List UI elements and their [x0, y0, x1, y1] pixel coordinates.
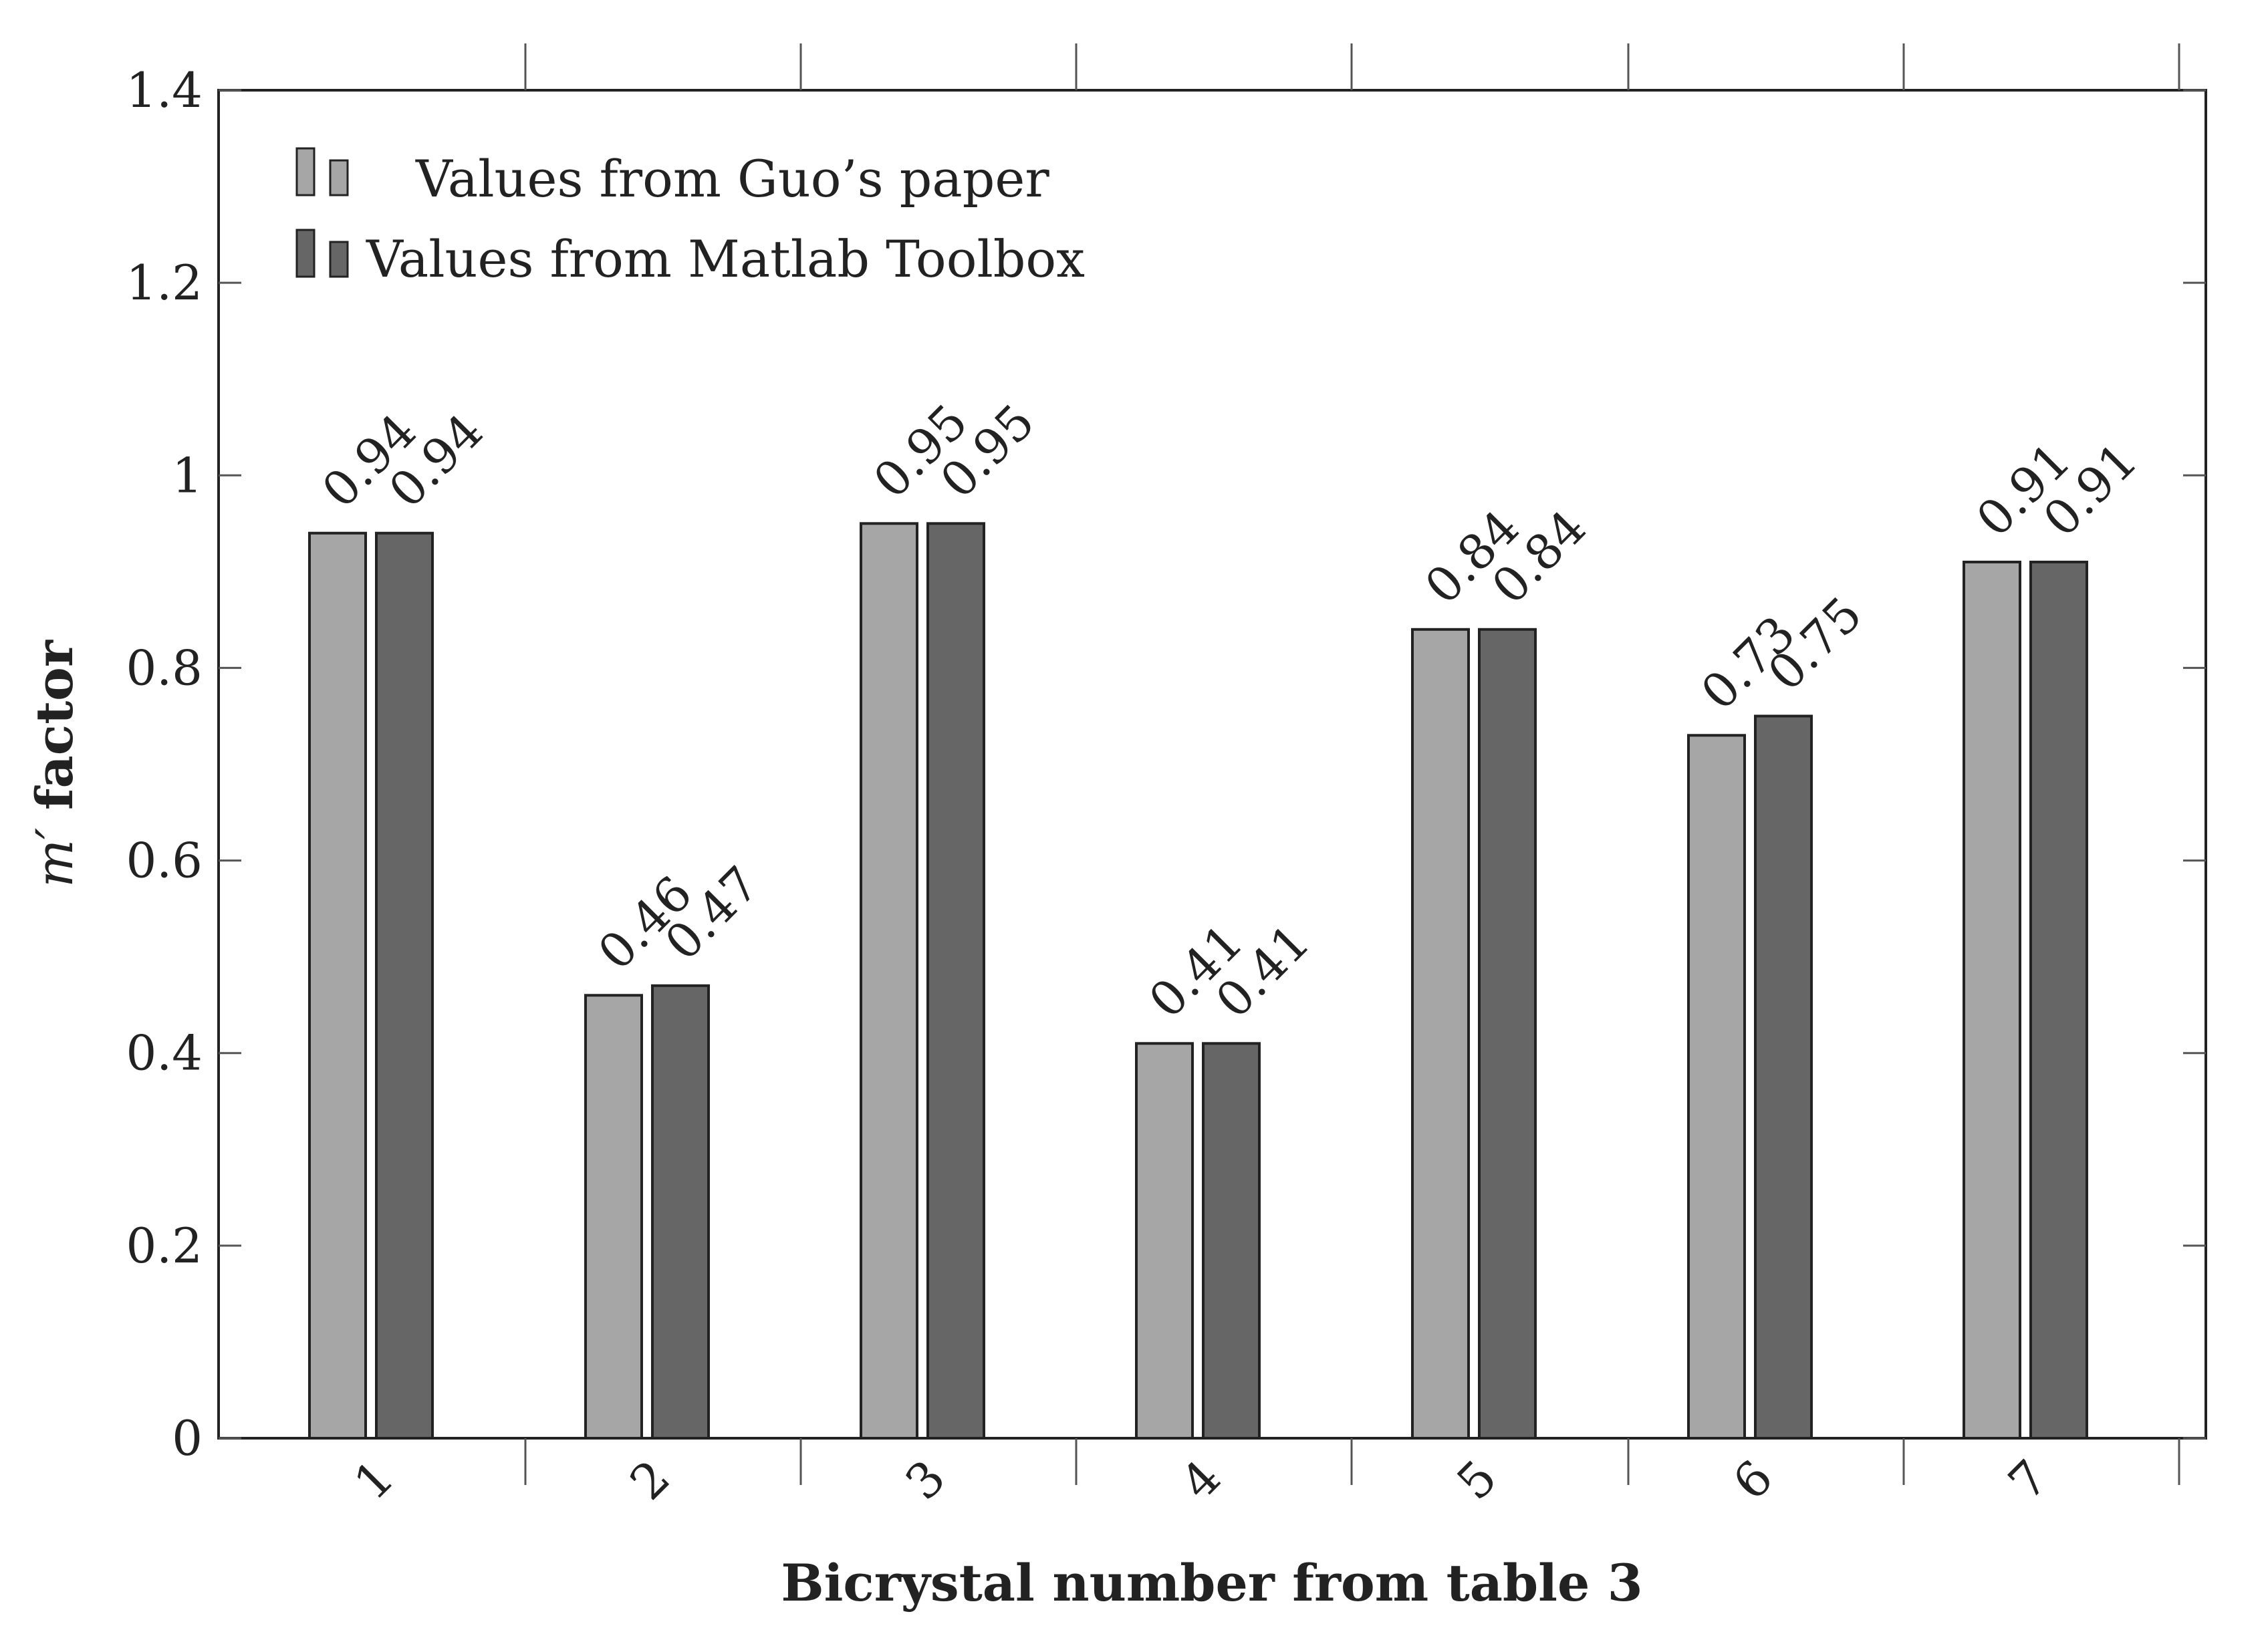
x-tick-label: 3 [894, 1449, 956, 1510]
bar-matlab-7 [2029, 560, 2088, 1440]
x-tick-labels: 1 2 3 4 5 6 7 [343, 1449, 2059, 1510]
y-tick-label: 0.2 [126, 1218, 203, 1274]
bar-guo-4 [1135, 1042, 1194, 1440]
bar-matlab-4 [1202, 1042, 1261, 1440]
data-label-matlab-2: 0.47 [654, 855, 770, 971]
y-tick-label: 0 [172, 1410, 203, 1466]
y-tick-labels: 0 0.2 0.4 0.6 0.8 1 1.2 1.4 [126, 62, 203, 1466]
bar-guo-3 [860, 522, 918, 1440]
legend-label-guo: Values from Guo’s paper [415, 149, 1049, 209]
data-labels: 0.940.460.950.410.840.730.910.940.470.95… [311, 394, 2148, 1029]
y-axis-title-symbol: m′ [25, 828, 84, 888]
legend-swatch-matlab-2 [329, 241, 349, 278]
bar-matlab-1 [375, 531, 434, 1440]
x-tick-label: 1 [343, 1449, 404, 1510]
y-axis-title-text: factor [25, 640, 84, 827]
bar-matlab-2 [651, 984, 710, 1440]
bar-matlab-6 [1754, 714, 1813, 1440]
y-tick-label: 1.4 [126, 62, 203, 118]
bar-guo-5 [1411, 628, 1470, 1440]
y-tick-label: 0.6 [126, 833, 203, 889]
x-tick-label: 4 [1170, 1449, 1231, 1510]
axis-ticks [219, 43, 2206, 1485]
chart-marks [308, 522, 2088, 1440]
y-tick-label: 0.8 [126, 640, 203, 696]
bar-guo-6 [1687, 734, 1746, 1440]
y-axis-title: m′ factor [25, 640, 84, 888]
plot-frame [217, 89, 2207, 1440]
legend-label-matlab: Values from Matlab Toolbox [366, 229, 1085, 289]
legend-swatch-guo-2 [329, 159, 349, 196]
x-tick-label: 6 [1722, 1449, 1783, 1510]
bar-matlab-3 [926, 522, 985, 1440]
x-tick-label: 2 [619, 1449, 680, 1510]
x-axis-title: Bicrystal number from table 3 [781, 1553, 1642, 1613]
y-tick-label: 0.4 [126, 1025, 203, 1081]
y-tick-label: 1.2 [126, 255, 203, 311]
bar-guo-1 [308, 531, 367, 1440]
x-tick-label: 7 [1997, 1449, 2059, 1510]
legend: Values from Guo’s paper Values from Matl… [295, 147, 1085, 289]
legend-swatch-matlab-1 [295, 229, 316, 278]
bar-matlab-5 [1478, 628, 1537, 1440]
x-tick-label: 5 [1446, 1449, 1507, 1510]
y-tick-label: 1 [172, 447, 203, 503]
data-label-matlab-6: 0.75 [1757, 586, 1873, 702]
legend-swatch-guo-1 [295, 147, 316, 196]
bar-guo-7 [1963, 560, 2021, 1440]
bar-guo-2 [584, 994, 643, 1440]
